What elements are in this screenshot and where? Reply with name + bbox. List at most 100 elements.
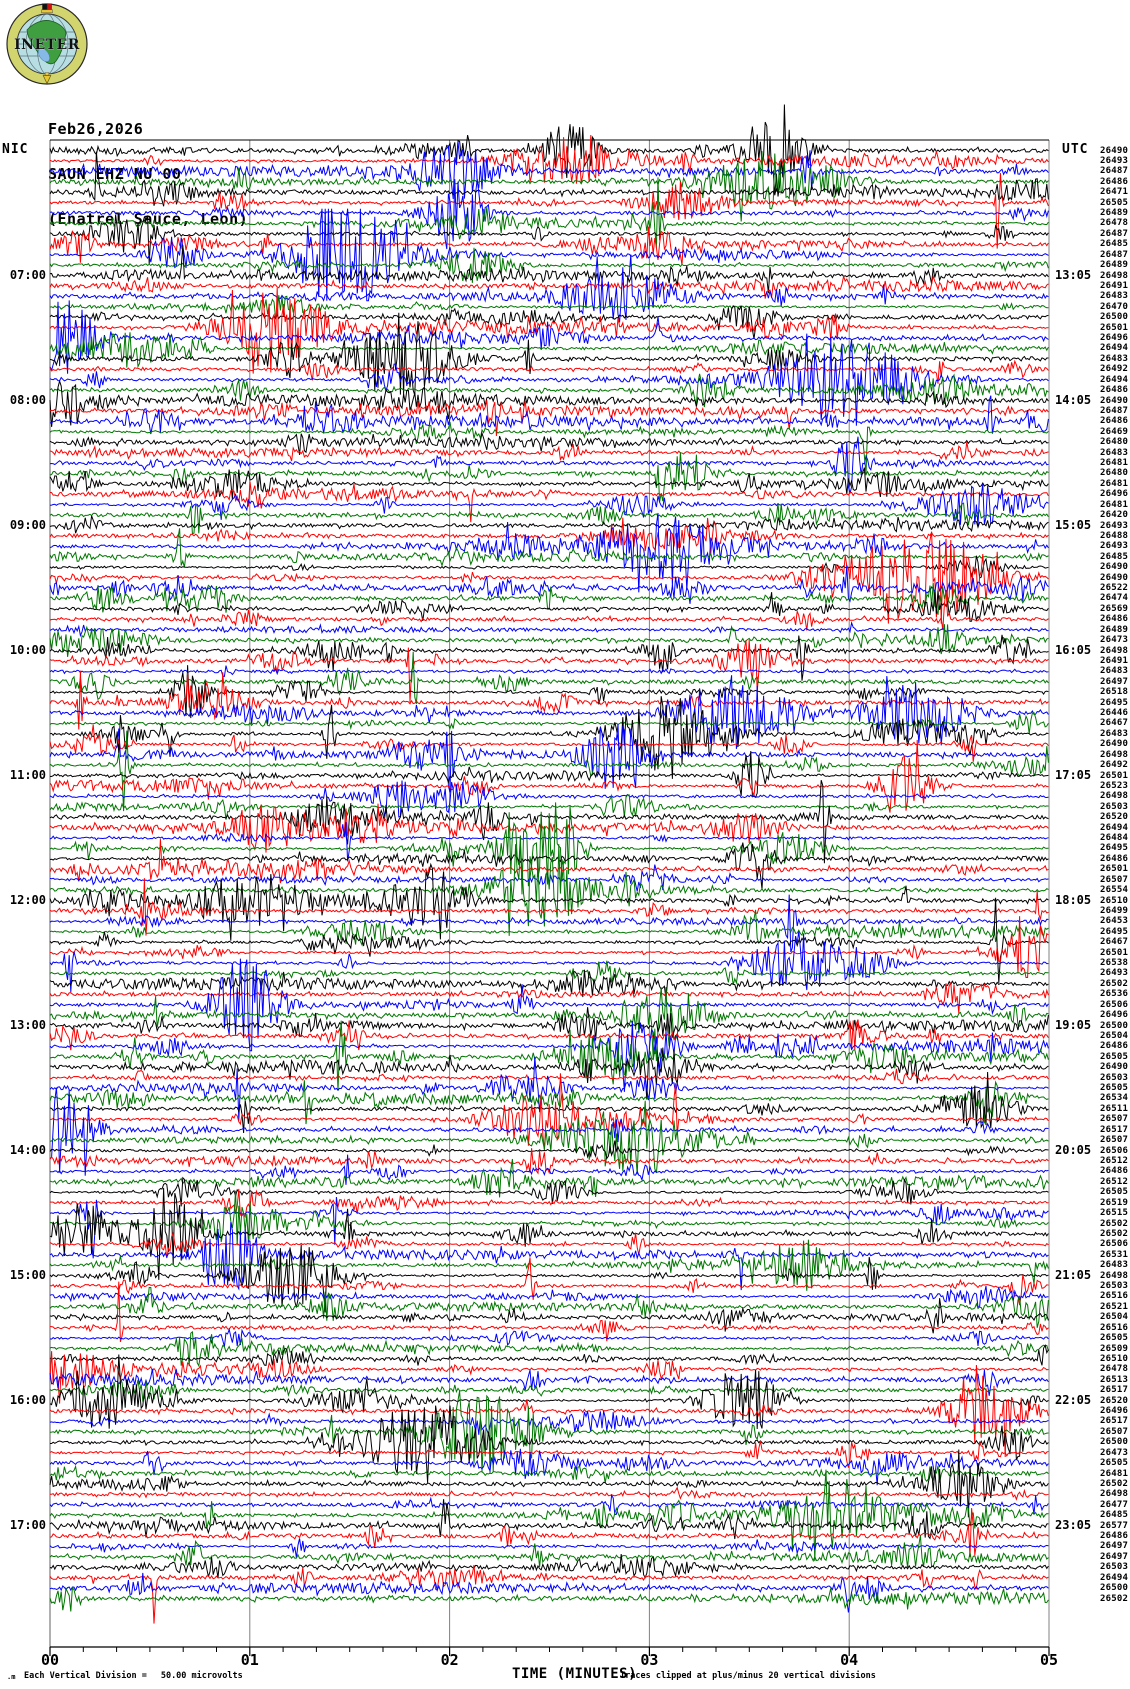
trace-count-label: 26496 — [1100, 489, 1129, 500]
scale-marker-icon: .m — [7, 1673, 16, 1681]
trace-count-label: 26491 — [1100, 655, 1129, 666]
hour-label-left: 11:00 — [9, 768, 46, 782]
trace-layer — [49, 104, 1049, 1624]
trace-count-label: 26446 — [1100, 708, 1129, 718]
trace-count-label: 26483 — [1100, 291, 1129, 302]
utc-column-header: UTC — [1062, 142, 1089, 157]
seismic-trace-row — [49, 696, 1049, 779]
seismic-trace-row — [49, 842, 1049, 890]
trace-count-label: 26489 — [1100, 260, 1129, 271]
seismic-trace-row — [49, 909, 1049, 947]
trace-count-label: 26507 — [1100, 874, 1129, 885]
trace-count-label: 26498 — [1100, 749, 1129, 760]
trace-count-label: 26512 — [1100, 1155, 1129, 1166]
trace-count-label: 26487 — [1100, 166, 1129, 177]
trace-count-label: 26490 — [1100, 145, 1129, 156]
trace-count-label: 26478 — [1100, 218, 1129, 229]
trace-count-label: 26485 — [1100, 239, 1129, 250]
seismic-trace-row — [49, 844, 1049, 936]
trace-count-label: 26500 — [1100, 312, 1129, 323]
hour-label-right: 20:05 — [1055, 1143, 1092, 1157]
seismic-trace-row — [49, 247, 1049, 283]
trace-count-label: 26504 — [1100, 1312, 1129, 1323]
seismic-trace-row — [49, 178, 1049, 250]
seismic-trace-row — [49, 151, 1049, 222]
trace-count-label: 26492 — [1100, 364, 1129, 375]
trace-count-label: 26536 — [1100, 989, 1129, 1000]
seismic-trace-row — [49, 582, 1049, 615]
hour-label-left: 16:00 — [9, 1393, 46, 1407]
seismic-trace-row — [49, 226, 1049, 266]
trace-count-label: 26496 — [1100, 1406, 1129, 1416]
trace-count-label: 26520 — [1100, 812, 1129, 823]
trace-count-label: 26503 — [1100, 1562, 1129, 1573]
hour-label-right: 18:05 — [1055, 893, 1092, 907]
hour-label-left: 09:00 — [9, 518, 46, 532]
trace-count-label: 26493 — [1100, 968, 1129, 979]
seismic-trace-row — [49, 467, 1049, 500]
hour-label-left: 10:00 — [9, 643, 46, 657]
trace-count-label: 26513 — [1100, 1374, 1129, 1385]
trace-count-label: 26486 — [1100, 853, 1129, 864]
seismic-trace-row — [49, 624, 1049, 657]
seismic-trace-row — [49, 665, 1049, 678]
seismic-trace-row — [49, 312, 1049, 396]
seismic-trace-row — [49, 589, 1049, 631]
trace-count-label: 26478 — [1100, 1364, 1129, 1375]
trace-count-label: 26498 — [1100, 1489, 1129, 1500]
trace-count-label: 26498 — [1100, 645, 1129, 656]
trace-count-label: 26493 — [1100, 520, 1129, 531]
trace-count-label: 26467 — [1100, 718, 1129, 729]
seismic-trace-row — [49, 1073, 1049, 1151]
trace-count-label: 26490 — [1100, 739, 1129, 750]
seismic-trace-row — [49, 620, 1049, 638]
trace-count-label: 26498 — [1100, 1270, 1129, 1281]
trace-count-label: 26490 — [1100, 562, 1129, 573]
seismic-trace-row — [49, 1508, 1049, 1558]
seismic-trace-row — [49, 894, 1049, 953]
seismic-trace-row — [49, 822, 1049, 862]
seismic-trace-row — [49, 897, 1049, 984]
seismic-trace-row — [49, 395, 1049, 435]
trace-count-label: 26497 — [1100, 1551, 1129, 1562]
seismic-trace-row — [49, 287, 1049, 374]
seismic-trace-row — [49, 739, 1049, 813]
hour-label-right: 21:05 — [1055, 1268, 1092, 1282]
seismic-trace-row — [49, 1344, 1049, 1368]
seismic-trace-row — [50, 1405, 1049, 1483]
seismic-trace-row — [49, 780, 1049, 818]
seismic-trace-row — [49, 1469, 1049, 1562]
seismic-trace-row — [49, 862, 1049, 941]
seismic-trace-row — [49, 960, 1049, 986]
trace-count-label: 26480 — [1100, 468, 1129, 479]
vertical-division-label: Each Vertical Division = — [24, 1671, 147, 1681]
trace-count-label: 26497 — [1100, 676, 1129, 687]
trace-count-label: 26490 — [1100, 1062, 1129, 1073]
trace-count-label: 26491 — [1100, 280, 1129, 291]
trace-count-label: 26467 — [1100, 937, 1129, 948]
seismic-trace-row — [49, 332, 1049, 369]
trace-count-label: 26483 — [1100, 666, 1129, 677]
seismic-trace-row — [49, 1285, 1049, 1308]
seismic-trace-row — [49, 295, 1049, 319]
seismic-trace-row — [49, 134, 1049, 184]
seismic-trace-row — [49, 665, 1049, 719]
trace-count-label: 26505 — [1100, 1083, 1129, 1093]
vertical-division-note: Each Vertical Division = 50.00 microvolts — [24, 1672, 243, 1681]
seismic-trace-row — [49, 1553, 1049, 1579]
seismic-trace-row — [49, 639, 1049, 703]
seismic-trace-row — [49, 590, 1049, 622]
seismic-trace-row — [49, 1327, 1049, 1347]
seismic-trace-row — [49, 274, 1049, 299]
seismic-trace-row — [49, 1176, 1049, 1207]
trace-count-label: 26493 — [1100, 541, 1129, 552]
seismic-trace-row — [49, 1222, 1049, 1291]
seismic-trace-row — [49, 1019, 1049, 1051]
seismic-trace-row — [49, 793, 1049, 820]
trace-count-label: 26505 — [1100, 1333, 1129, 1343]
hour-label-right: 22:05 — [1055, 1393, 1092, 1407]
trace-count-label: 26507 — [1100, 1114, 1129, 1125]
trace-count-label: 26488 — [1100, 530, 1129, 541]
logo-text: INETER — [14, 37, 80, 53]
trace-count-label: 26477 — [1100, 1499, 1129, 1510]
